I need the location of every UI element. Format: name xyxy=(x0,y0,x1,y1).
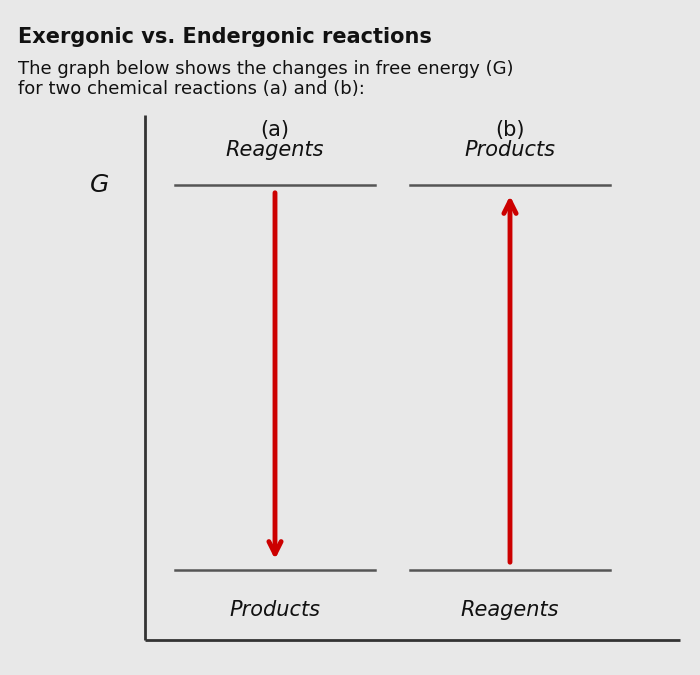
Text: (b): (b) xyxy=(496,120,525,140)
Text: G: G xyxy=(90,173,110,197)
Text: Products: Products xyxy=(230,600,321,620)
Text: for two chemical reactions (a) and (b):: for two chemical reactions (a) and (b): xyxy=(18,80,365,98)
Text: (a): (a) xyxy=(260,120,290,140)
Text: Products: Products xyxy=(465,140,556,160)
Text: The graph below shows the changes in free energy (G): The graph below shows the changes in fre… xyxy=(18,60,514,78)
Text: Reagents: Reagents xyxy=(225,140,324,160)
Text: Reagents: Reagents xyxy=(461,600,559,620)
Text: Exergonic vs. Endergonic reactions: Exergonic vs. Endergonic reactions xyxy=(18,27,432,47)
